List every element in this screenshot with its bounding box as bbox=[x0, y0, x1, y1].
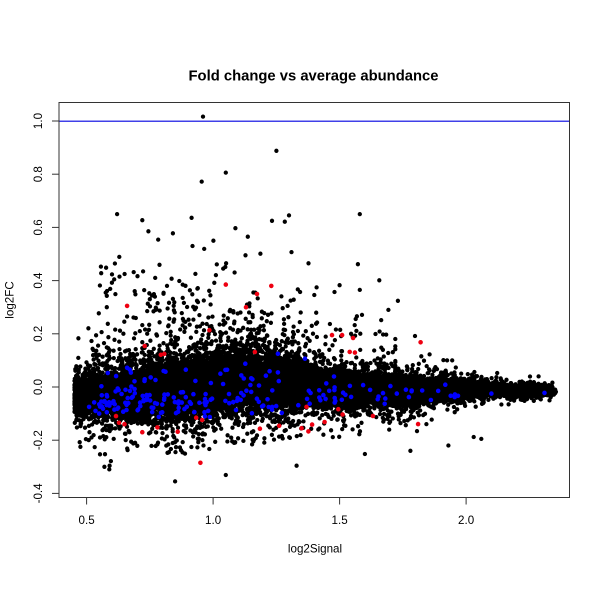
svg-text:2.0: 2.0 bbox=[458, 514, 474, 527]
svg-text:0.8: 0.8 bbox=[32, 166, 45, 182]
svg-text:0.2: 0.2 bbox=[32, 326, 45, 342]
svg-text:1.5: 1.5 bbox=[332, 514, 348, 527]
svg-text:1.0: 1.0 bbox=[205, 514, 221, 527]
svg-text:log2Signal: log2Signal bbox=[288, 543, 342, 556]
svg-text:0.5: 0.5 bbox=[79, 514, 95, 527]
svg-text:-0.2: -0.2 bbox=[32, 430, 45, 450]
svg-text:log2FC: log2FC bbox=[4, 281, 17, 318]
svg-text:0.4: 0.4 bbox=[32, 272, 45, 289]
svg-text:0.6: 0.6 bbox=[32, 219, 45, 235]
svg-text:Fold change vs average abundan: Fold change vs average abundance bbox=[189, 69, 439, 85]
svg-text:0.0: 0.0 bbox=[32, 379, 45, 395]
svg-text:1.0: 1.0 bbox=[32, 113, 45, 129]
svg-text:-0.4: -0.4 bbox=[32, 483, 45, 504]
